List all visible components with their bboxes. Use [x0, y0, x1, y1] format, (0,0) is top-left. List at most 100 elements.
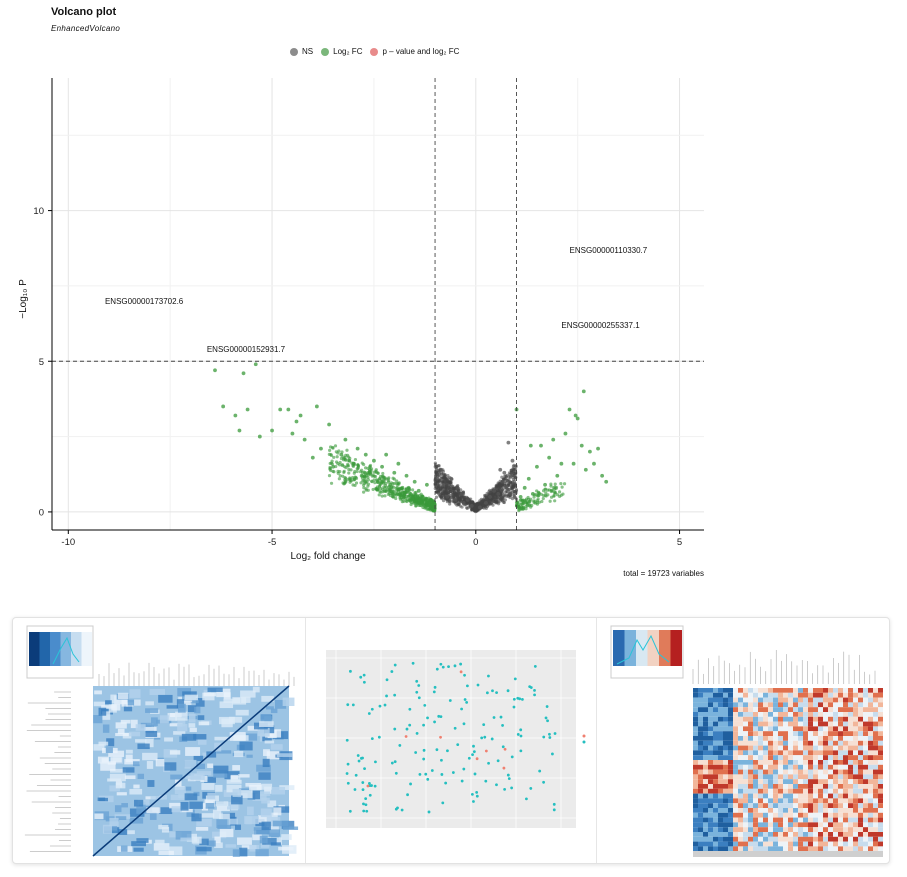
data-point	[547, 455, 552, 460]
x-tick-label: -5	[268, 537, 276, 548]
pca-point	[368, 781, 371, 785]
pca-point	[483, 735, 487, 739]
pca-point	[482, 723, 486, 727]
data-point	[588, 449, 592, 454]
data-point	[600, 473, 605, 478]
data-point	[496, 491, 501, 496]
pca-point	[475, 794, 479, 798]
pca-point	[533, 665, 537, 668]
pca-point	[462, 722, 466, 726]
pca-point	[440, 773, 444, 776]
pca-point	[345, 772, 349, 775]
row-dendrogram	[24, 691, 71, 852]
pca-point	[473, 772, 477, 776]
data-point	[567, 407, 572, 412]
pca-scatter-plot	[326, 650, 586, 828]
data-point	[241, 371, 246, 376]
data-point	[449, 476, 454, 481]
pca-point	[475, 757, 479, 761]
pca-point	[357, 759, 361, 763]
pca-point	[441, 665, 445, 669]
pca-point	[427, 810, 431, 814]
data-point	[596, 446, 600, 451]
gene-label: ENSG00000110330.7	[570, 246, 648, 255]
pca-point	[490, 737, 494, 741]
data-point	[581, 389, 586, 394]
data-point	[392, 470, 397, 475]
pca-point	[447, 665, 450, 669]
pca-point	[435, 748, 439, 752]
series-ns	[435, 440, 517, 510]
data-point	[384, 452, 389, 457]
pca-point	[512, 705, 516, 709]
pca-point	[363, 767, 366, 770]
data-point	[551, 437, 556, 442]
y-axis-label: −Log₁₀ P	[18, 279, 29, 319]
data-point	[575, 416, 580, 421]
legend-swatch	[582, 734, 586, 738]
pca-point	[545, 705, 549, 708]
diagonal	[92, 685, 290, 857]
pca-point	[430, 769, 434, 772]
x-tick-label: 5	[677, 537, 682, 548]
series-log2fc	[213, 362, 609, 502]
pca-point	[373, 784, 377, 788]
data-point	[543, 482, 547, 487]
sample-bar	[693, 851, 883, 857]
x-tick-label: 0	[473, 537, 478, 548]
data-point	[298, 413, 303, 418]
pca-point	[467, 756, 471, 760]
chart-subtitle: EnhancedVolcano	[51, 24, 121, 33]
pca-point	[394, 807, 398, 811]
data-point	[302, 437, 307, 442]
data-point	[522, 485, 527, 490]
pca-point	[446, 749, 449, 753]
pca-point	[356, 754, 360, 757]
data-point	[257, 434, 262, 439]
pca-point	[503, 747, 507, 751]
data-point	[435, 476, 439, 481]
pca-point	[533, 688, 536, 692]
pca-point	[433, 685, 437, 689]
data-point	[388, 482, 393, 487]
data-point	[286, 407, 291, 412]
data-point	[530, 491, 535, 496]
pca-point	[362, 809, 366, 813]
pca-point	[346, 762, 350, 766]
data-point	[412, 479, 417, 484]
pca-point	[422, 723, 425, 727]
pca-point	[492, 716, 496, 719]
pca-point	[513, 677, 517, 681]
data-point	[498, 467, 503, 472]
data-point	[310, 455, 315, 460]
pca-point	[411, 661, 415, 665]
pca-scatter-thumb[interactable]	[305, 618, 597, 863]
pca-point	[460, 779, 464, 783]
chart-legend: NS Log₂ FC p – value and log₂ FC	[290, 47, 459, 56]
pca-point	[383, 703, 387, 707]
correlation-heatmap-thumb[interactable]	[13, 618, 305, 863]
pca-point	[484, 779, 488, 783]
pca-point	[345, 738, 349, 742]
pca-point	[374, 760, 377, 764]
pca-point	[552, 802, 556, 806]
data-point	[278, 407, 283, 412]
data-point	[314, 404, 319, 409]
x-tick-label: -10	[61, 537, 75, 548]
data-point	[245, 407, 250, 412]
gene-label: ENSG00000173702.6	[105, 297, 184, 306]
pca-point	[533, 693, 536, 697]
pca-point	[418, 772, 422, 776]
expression-heatmap-thumb[interactable]	[596, 618, 889, 863]
pca-point	[506, 689, 510, 693]
data-point	[453, 497, 458, 502]
pca-point	[354, 773, 358, 777]
pca-point	[472, 750, 476, 754]
pca-point	[422, 748, 426, 752]
pca-point	[439, 662, 443, 666]
data-point	[416, 488, 421, 493]
data-point	[363, 452, 368, 457]
data-point	[604, 479, 609, 484]
legend-label-ns: NS	[302, 47, 314, 56]
pca-point	[507, 777, 511, 781]
